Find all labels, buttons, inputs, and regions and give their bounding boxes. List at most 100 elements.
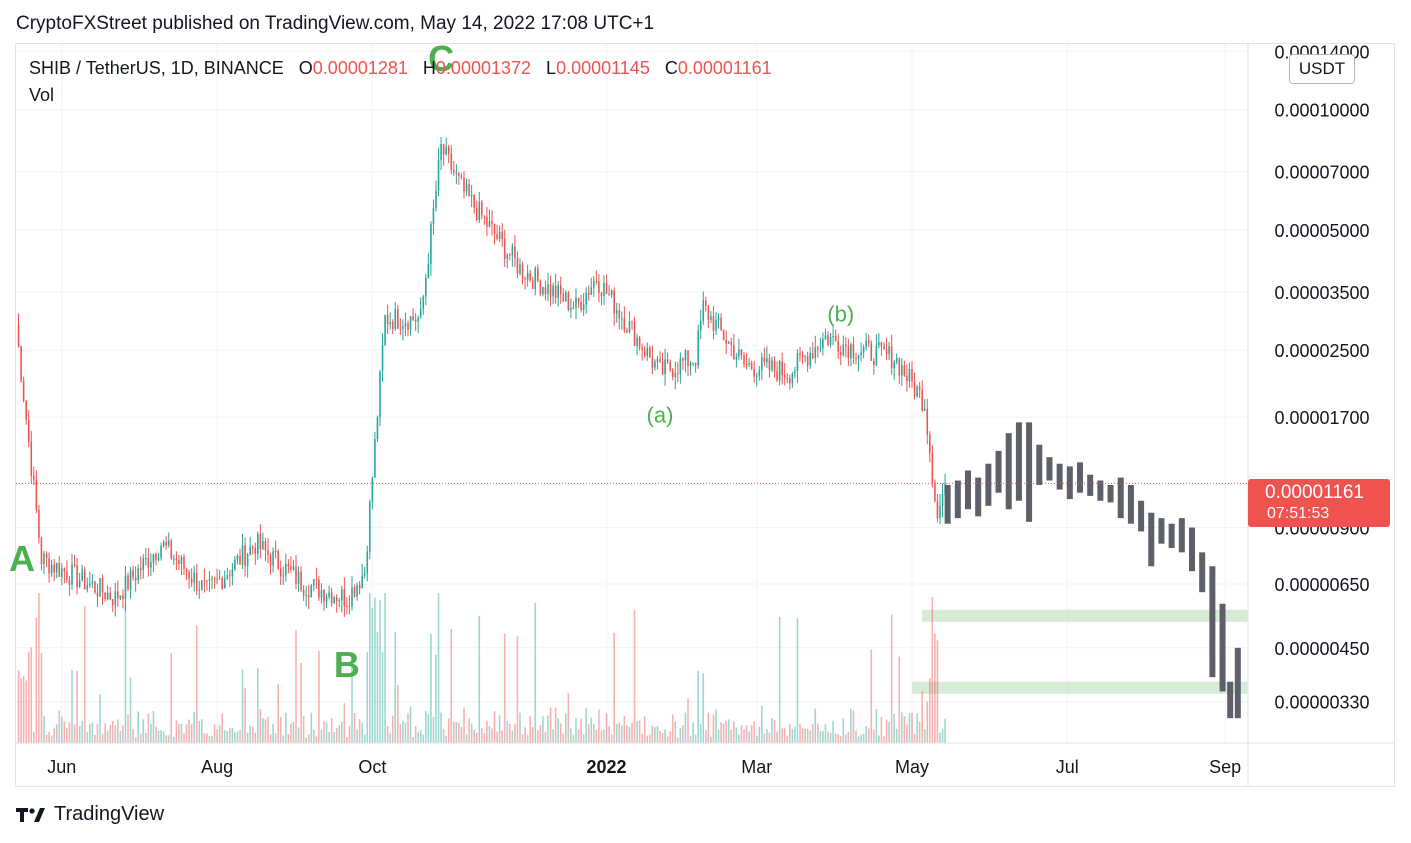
volume-bar — [407, 713, 409, 743]
candle-body — [687, 350, 689, 366]
volume-bar — [834, 733, 837, 743]
x-tick-label: Sep — [1209, 757, 1241, 777]
candle-body — [78, 580, 81, 588]
projection-bar — [1189, 527, 1195, 572]
candle-body — [244, 545, 246, 566]
candle-body — [272, 551, 274, 566]
candle-body — [898, 358, 901, 376]
footer-logo[interactable]: TradingView — [16, 803, 164, 826]
volume-bar — [109, 724, 111, 743]
candle-body — [727, 341, 730, 344]
volume-bar — [173, 736, 175, 743]
volume-bar — [684, 712, 687, 743]
volume-bar — [636, 720, 638, 743]
volume-bar — [585, 707, 587, 743]
volume-bar — [608, 726, 610, 743]
candle-body — [488, 221, 491, 227]
candle-body — [302, 589, 305, 596]
candle-body — [391, 322, 394, 329]
volume-bar — [692, 722, 694, 743]
volume-bar — [61, 716, 63, 743]
projection-bar — [1097, 480, 1104, 501]
volume-bar — [226, 731, 229, 743]
candle-body — [470, 194, 473, 197]
candle-body — [664, 359, 666, 375]
candle-body — [883, 346, 885, 350]
candle-body — [201, 580, 203, 590]
volume-bar — [300, 663, 302, 743]
candle-body — [374, 439, 376, 478]
volume-bar — [921, 691, 923, 743]
candle-body — [837, 341, 839, 352]
volume-bar — [272, 723, 274, 743]
projection-bar — [1227, 681, 1234, 719]
volume-bar — [610, 734, 613, 743]
candle-body — [806, 356, 809, 366]
volume-bar — [453, 721, 455, 743]
candle-body — [906, 375, 908, 382]
x-tick-label: Mar — [741, 757, 772, 777]
candle-body — [483, 215, 486, 217]
candle-body — [167, 540, 170, 546]
candle-body — [651, 357, 654, 368]
volume-bar — [717, 729, 720, 743]
volume-bar — [514, 723, 516, 743]
volume-bar — [185, 724, 188, 743]
volume-bar — [733, 721, 735, 743]
volume-bar — [208, 736, 211, 743]
projection-bar — [965, 470, 971, 510]
currency-unit-button[interactable]: USDT — [1289, 54, 1355, 84]
candle-body — [445, 146, 447, 155]
candle-body — [142, 558, 145, 571]
x-tick-label: Aug — [201, 757, 233, 777]
volume-bar — [58, 710, 61, 743]
volume-bar — [371, 608, 374, 743]
volume-bar — [621, 725, 623, 743]
candle-body — [829, 336, 832, 345]
volume-bar — [786, 735, 789, 743]
candles — [17, 137, 946, 618]
volume-bar — [814, 708, 817, 743]
candle-body — [63, 568, 66, 572]
volume-bar — [603, 729, 605, 743]
volume-bar — [740, 725, 743, 743]
candle-body — [636, 337, 638, 346]
y-tick-label: 0.00007000 — [1274, 163, 1369, 183]
candle-body — [129, 570, 132, 590]
candle-body — [832, 336, 834, 338]
current-price-value: 0.00001161 — [1265, 482, 1364, 503]
projection-bar — [1158, 518, 1165, 544]
open-value: 0.00001281 — [312, 58, 408, 78]
volume-label[interactable]: Vol — [29, 85, 55, 105]
volume-bar — [30, 647, 33, 743]
candle-body — [356, 584, 358, 597]
candle-body — [251, 546, 254, 548]
volume-bar — [333, 731, 335, 743]
volume-bar — [43, 716, 45, 743]
candle-body — [292, 566, 295, 570]
volume-bar — [575, 717, 577, 743]
volume-bar — [944, 718, 946, 743]
volume-bar — [188, 719, 190, 743]
volume-bar — [305, 737, 307, 743]
volume-bar — [40, 653, 43, 743]
volume-bar — [577, 729, 580, 743]
candle-body — [557, 285, 559, 299]
candle-body — [722, 329, 725, 341]
volume-bar — [506, 720, 509, 743]
candle-body — [127, 575, 129, 590]
volume-bar — [203, 733, 206, 743]
volume-bar — [343, 703, 346, 743]
candle-body — [697, 330, 699, 366]
candle-body — [307, 594, 310, 598]
candle-body — [593, 281, 595, 288]
candle-body — [730, 341, 733, 346]
volume-bar — [712, 714, 715, 743]
volume-bar — [328, 731, 330, 743]
volume-bar — [22, 675, 25, 743]
volume-bar — [496, 731, 498, 743]
projection-bar — [1107, 484, 1114, 503]
candle-body — [786, 377, 789, 379]
projection-bar — [995, 450, 1002, 493]
